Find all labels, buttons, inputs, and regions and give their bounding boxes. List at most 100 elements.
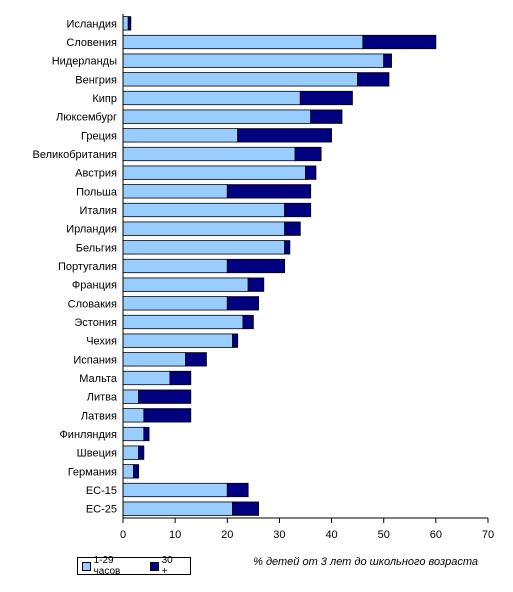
bar-segment — [122, 352, 186, 367]
bar-segment — [284, 240, 291, 255]
category-label: Венгрия — [75, 74, 117, 86]
x-tick-label: 60 — [430, 529, 442, 541]
category-label: Польша — [76, 186, 118, 198]
bar-segment — [232, 501, 259, 516]
bar-segment — [127, 16, 132, 31]
bar-segment — [284, 221, 301, 236]
bar-segment — [122, 314, 244, 330]
bar-segment — [122, 128, 239, 143]
bar-segment — [122, 90, 301, 106]
bar-segment — [284, 202, 312, 218]
category-label: Португалия — [58, 261, 117, 273]
x-tick-label: 0 — [120, 529, 126, 541]
x-axis-ticks: 0 10 20 30 40 50 60 70 — [120, 518, 494, 541]
category-label: Нидерланды — [52, 56, 117, 68]
bar-segment — [122, 109, 312, 124]
bar-segment — [122, 221, 286, 236]
category-label: Эстония — [74, 317, 117, 329]
bar-segment — [122, 408, 145, 423]
bar-segment — [357, 72, 390, 87]
bars-group — [122, 16, 437, 516]
bar-segment — [226, 184, 312, 199]
category-label: Чехия — [86, 336, 117, 348]
bar-segment — [133, 464, 140, 479]
legend: 1-29 часов 30 + — [77, 555, 191, 577]
bar-segment — [122, 296, 228, 311]
bar-segment — [242, 314, 254, 330]
bar-segment — [122, 240, 286, 255]
category-label: Мальта — [79, 373, 118, 385]
category-labels: Исландия Словения Нидерланды Венгрия Кипр Люк… — [33, 18, 118, 515]
x-tick-label: 10 — [169, 529, 181, 541]
bar-segment — [226, 482, 249, 498]
legend-item-series-1: 1-29 часов — [82, 555, 140, 577]
bar-segment — [122, 16, 129, 31]
bar-segment — [122, 464, 134, 479]
category-label: Италия — [80, 205, 118, 217]
category-label: Испания — [73, 354, 117, 366]
x-tick-label: 50 — [378, 529, 390, 541]
category-label: Швеция — [77, 448, 117, 460]
bar-segment — [362, 34, 437, 50]
bar-segment — [122, 482, 228, 498]
legend-label-series-1: 1-29 часов — [93, 555, 121, 577]
category-label: Великобритания — [33, 149, 118, 161]
bar-segment — [247, 277, 265, 292]
bar-segment — [138, 445, 145, 460]
x-tick-label: 70 — [482, 529, 494, 541]
legend-swatch-series-1 — [82, 561, 91, 571]
x-tick-label: 40 — [325, 529, 337, 541]
category-label: Австрия — [75, 168, 117, 180]
legend-item-series-2: 30 + — [150, 555, 180, 577]
bar-segment — [169, 370, 192, 386]
bar-segment — [143, 426, 150, 442]
bar-segment — [305, 165, 317, 180]
category-label: Германия — [68, 466, 117, 478]
bar-segment — [122, 389, 140, 404]
bar-segment — [232, 333, 239, 348]
bar-segment — [122, 258, 228, 274]
bar-segment — [122, 202, 286, 218]
bar-segment — [122, 370, 171, 386]
category-label: Люксембург — [56, 112, 117, 124]
bar-segment — [185, 352, 207, 367]
bar-segment — [122, 165, 306, 180]
bar-segment — [226, 258, 286, 274]
bar-segment — [122, 445, 140, 460]
category-label: ЕС-15 — [86, 485, 117, 497]
category-label: ЕС-25 — [86, 504, 117, 516]
category-label: Кипр — [92, 93, 117, 105]
legend-label-series-2: 30 + — [161, 555, 173, 577]
bar-segment — [294, 146, 322, 162]
category-label: Словения — [66, 37, 117, 49]
bar-segment — [226, 296, 259, 311]
category-label: Исландия — [66, 18, 117, 30]
bar-segment — [122, 426, 145, 442]
bar-segment — [122, 146, 296, 162]
category-label: Ирландия — [66, 224, 117, 236]
bar-segment — [138, 389, 192, 404]
x-tick-label: 20 — [221, 529, 233, 541]
x-tick-label: 30 — [273, 529, 285, 541]
bar-segment — [122, 184, 228, 199]
bar-segment — [122, 501, 233, 516]
category-label: Франция — [72, 280, 117, 292]
x-axis-title: % детей от 3 лет до школьного возраста — [253, 556, 478, 568]
bar-segment — [237, 128, 332, 143]
bar-segment — [122, 333, 233, 348]
bar-segment — [122, 277, 249, 292]
bar-segment — [310, 109, 343, 124]
bar-segment — [122, 72, 359, 87]
category-label: Словакия — [68, 298, 117, 310]
category-label: Бельгия — [76, 242, 117, 254]
category-label: Литва — [87, 392, 118, 404]
bar-segment — [143, 408, 192, 423]
bar-segment — [299, 90, 353, 106]
bar-segment — [383, 53, 392, 68]
legend-swatch-series-2 — [150, 561, 159, 571]
category-label: Греция — [81, 130, 117, 142]
bar-segment — [122, 53, 385, 68]
category-label: Финляндия — [59, 429, 117, 441]
category-label: Латвия — [81, 410, 117, 422]
